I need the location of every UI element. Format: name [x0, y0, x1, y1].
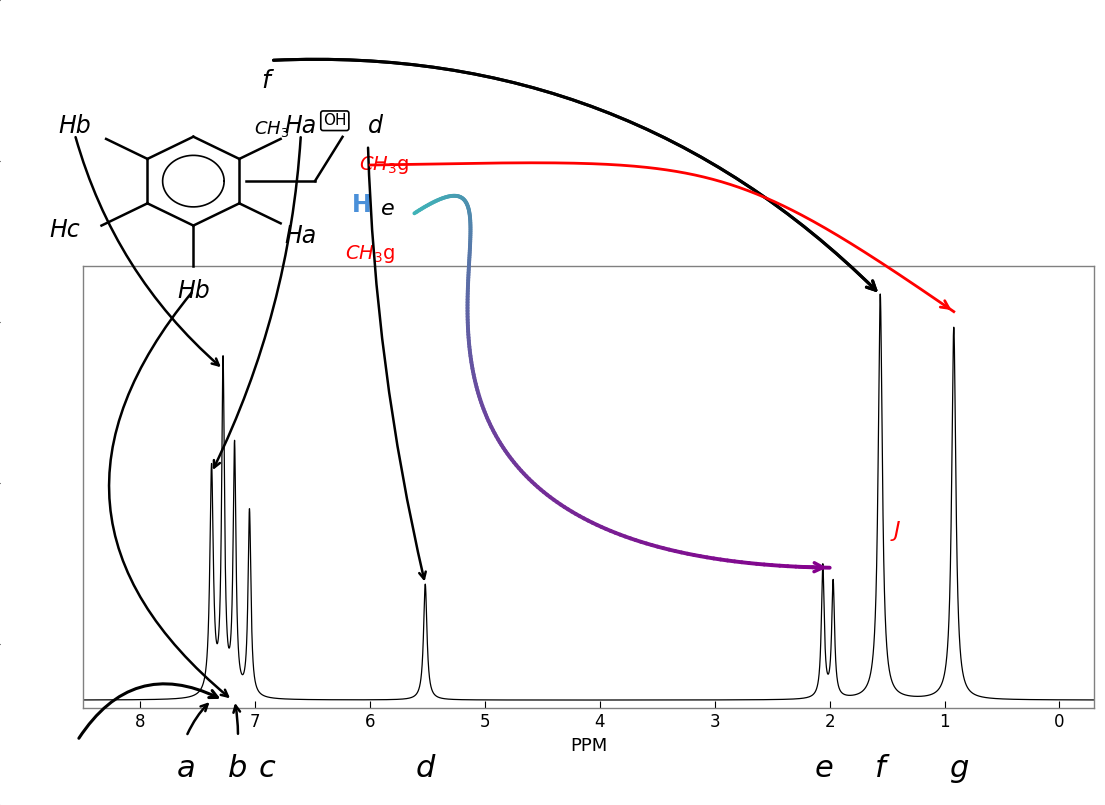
Text: Hc: Hc — [50, 218, 80, 242]
Text: f: f — [875, 754, 885, 783]
Text: J: J — [894, 521, 901, 541]
Text: Hb: Hb — [177, 279, 210, 303]
Text: $CH_3$g: $CH_3$g — [345, 242, 394, 265]
Text: H: H — [351, 193, 371, 217]
Text: e: e — [381, 200, 394, 219]
Text: d: d — [368, 114, 383, 138]
Text: a: a — [177, 754, 196, 783]
Text: OH: OH — [323, 114, 347, 128]
Text: $CH_3$g: $CH_3$g — [359, 154, 409, 176]
Text: Ha: Ha — [285, 224, 317, 248]
Text: Ha: Ha — [285, 114, 317, 138]
Text: $CH_3$: $CH_3$ — [254, 119, 290, 138]
Text: f: f — [261, 68, 270, 93]
Text: d: d — [415, 754, 435, 783]
Text: Hb: Hb — [59, 114, 92, 138]
Text: c: c — [259, 754, 275, 783]
X-axis label: PPM: PPM — [570, 737, 607, 755]
Text: b: b — [229, 754, 248, 783]
Text: g: g — [949, 754, 968, 783]
Text: e: e — [814, 754, 833, 783]
